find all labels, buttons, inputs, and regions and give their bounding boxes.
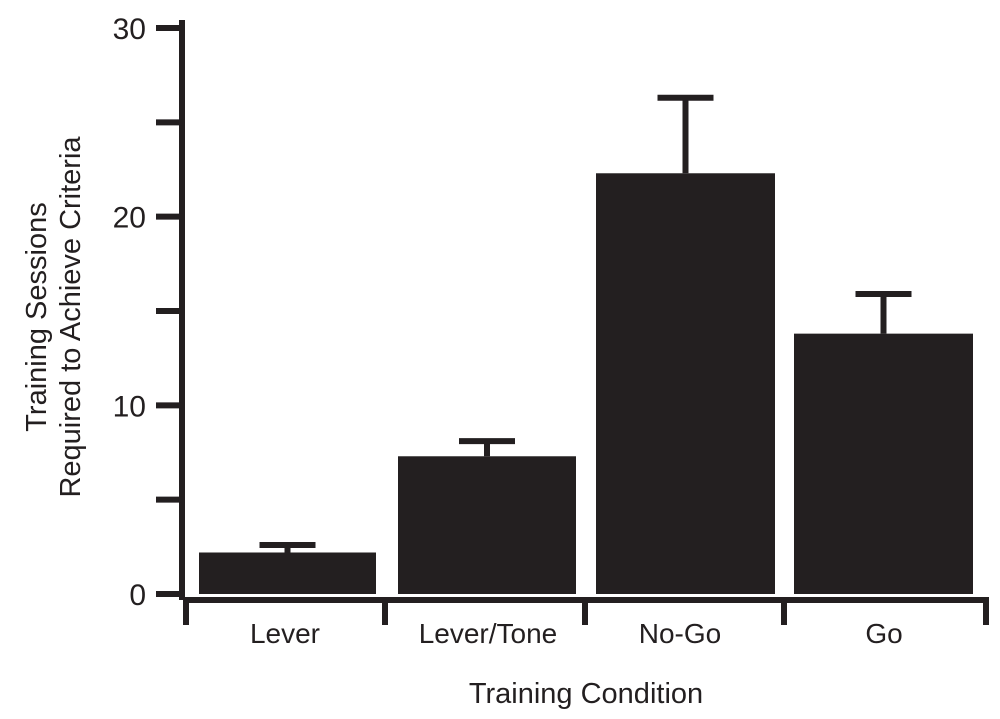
bar-lever-tone — [398, 456, 576, 594]
bars — [199, 173, 973, 595]
axes: 0 10 20 30 — [113, 13, 989, 625]
y-tick-label: 10 — [113, 390, 146, 423]
x-axis-title: Training Condition — [469, 678, 703, 710]
y-tick-label: 0 — [129, 579, 146, 612]
bar-lever — [199, 552, 376, 594]
y-axis-title-line-2: Required to Achieve Criteria — [55, 136, 87, 498]
error-bars — [259, 94, 912, 553]
bar-no-go — [596, 173, 775, 595]
bar-go — [794, 333, 973, 594]
y-tick-label: 20 — [113, 202, 146, 235]
y-tick-label: 30 — [113, 13, 146, 46]
x-tick-label: Lever/Tone — [419, 618, 558, 649]
labels: Lever Lever/Tone No-Go Go — [250, 618, 903, 649]
x-tick-label: Lever — [250, 618, 320, 649]
y-axis-title-line-1: Training Sessions — [21, 202, 53, 431]
x-tick-label: Go — [865, 618, 902, 649]
x-tick-label: No-Go — [639, 618, 721, 649]
